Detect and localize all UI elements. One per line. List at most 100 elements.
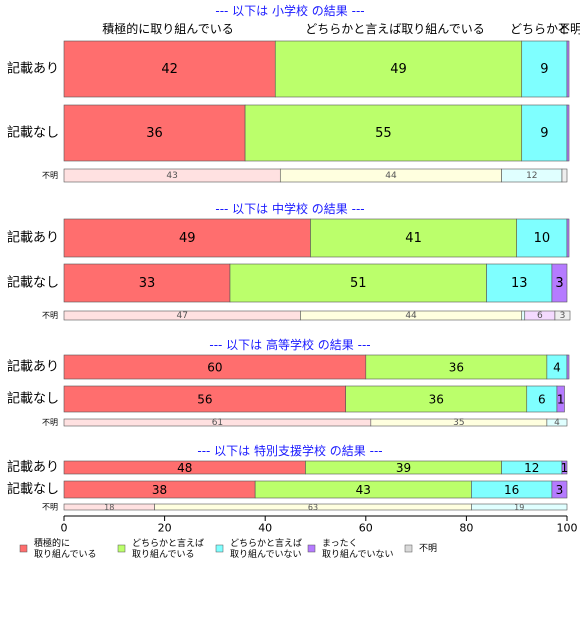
group-title: --- 以下は 小学校 の結果 --- <box>215 3 364 18</box>
bar-value-label: 1 <box>561 461 569 475</box>
row-label: 記載なし <box>7 275 59 291</box>
row-label: 記載あり <box>7 359 59 375</box>
bar-segment <box>486 263 553 303</box>
x-tick-label: 80 <box>459 522 473 535</box>
bar-value-label: 9 <box>540 62 548 77</box>
legend-swatch <box>19 544 28 553</box>
bar-segment <box>229 263 487 303</box>
bar-segment <box>551 480 568 499</box>
legend-label: 不明 <box>419 543 437 554</box>
legend-label: 取り組んでいない <box>322 548 394 560</box>
bar-value-label: 16 <box>504 483 519 497</box>
bar-value-label: 56 <box>197 393 212 407</box>
legend-swatch <box>307 544 316 553</box>
bar-value-label: 33 <box>139 276 156 291</box>
legend-swatch <box>404 544 413 553</box>
column-label: 不明 <box>558 22 580 36</box>
bar-value-label: 6 <box>537 311 543 321</box>
bar-segment <box>566 218 570 258</box>
unknown-bar-segment <box>554 310 571 321</box>
legend-label: どちらかと言えば <box>132 537 204 549</box>
bar-segment <box>551 263 568 303</box>
bar-value-label: 42 <box>161 62 178 77</box>
x-tick-label: 100 <box>557 522 578 535</box>
bar-value-label: 44 <box>405 311 417 321</box>
bar-segment <box>566 354 570 380</box>
bar-value-label: 12 <box>524 461 539 475</box>
bar-segment <box>63 354 367 380</box>
bar-value-label: 19 <box>514 503 524 512</box>
bar-value-label: 55 <box>375 126 392 141</box>
bar-value-label: 12 <box>526 171 537 181</box>
bar-value-label: 51 <box>350 276 367 291</box>
unknown-row-label: 不明 <box>42 171 58 180</box>
row-label: 記載あり <box>7 459 59 475</box>
row-label: 記載あり <box>7 61 59 77</box>
bar-value-label: 60 <box>207 361 222 375</box>
bar-segment <box>566 40 570 98</box>
bar-segment <box>274 40 523 98</box>
bar-value-label: 4 <box>554 418 560 428</box>
bar-segment <box>561 460 568 475</box>
bar-segment <box>63 263 231 303</box>
bar-segment <box>365 354 548 380</box>
group-title: --- 以下は 高等学校 の結果 --- <box>209 337 370 352</box>
unknown-bar-segment <box>561 168 568 183</box>
bar-value-label: 48 <box>177 461 192 475</box>
legend-label: どちらかと言えば <box>230 537 302 549</box>
column-label: どちらかと言えば取り組んでいる <box>305 22 484 36</box>
bar-value-label: 3 <box>556 483 564 497</box>
bar-value-label: 41 <box>405 231 422 246</box>
column-label: どちらかと <box>510 22 570 36</box>
legend-label: 積極的に <box>34 537 70 549</box>
bar-segment <box>310 218 517 258</box>
bar-value-label: 9 <box>540 126 548 141</box>
bar-value-label: 44 <box>385 171 397 181</box>
bar-segment <box>63 104 246 162</box>
unknown-bar-segment <box>471 503 568 511</box>
bar-segment <box>63 218 311 258</box>
unknown-bar-segment <box>546 418 568 427</box>
bar-value-label: 63 <box>308 503 318 512</box>
bar-value-label: 1 <box>557 393 565 407</box>
bar-value-label: 35 <box>453 418 464 428</box>
row-label: 記載あり <box>7 230 59 246</box>
bar-segment <box>556 385 565 413</box>
row-label: 記載なし <box>7 391 59 407</box>
column-label: 積極的に取り組んでいる <box>102 21 233 36</box>
bar-segment <box>566 104 570 162</box>
bar-value-label: 43 <box>166 171 177 181</box>
group-title: --- 以下は 特別支援学校 の結果 --- <box>197 443 382 458</box>
bar-value-label: 6 <box>538 393 546 407</box>
unknown-row-label: 不明 <box>42 418 58 427</box>
row-label: 記載なし <box>7 481 59 497</box>
bar-segment <box>244 104 523 162</box>
unknown-row-label: 不明 <box>42 503 58 512</box>
x-tick-label: 20 <box>158 522 172 535</box>
bar-segment <box>521 104 568 162</box>
x-tick-label: 0 <box>61 522 68 535</box>
legend-label: 取り組んでいない <box>230 548 302 560</box>
legend-label: まったく <box>322 538 358 549</box>
legend-label: 取り組んでいる <box>34 548 97 560</box>
group-title: --- 以下は 中学校 の結果 --- <box>215 201 364 216</box>
bar-value-label: 36 <box>449 361 464 375</box>
bar-value-label: 49 <box>390 62 407 77</box>
bar-value-label: 39 <box>396 461 411 475</box>
row-label: 記載なし <box>7 125 59 141</box>
bar-value-label: 38 <box>152 483 167 497</box>
bar-value-label: 3 <box>555 276 563 291</box>
bar-value-label: 36 <box>429 393 444 407</box>
legend-swatch <box>215 544 224 553</box>
bar-value-label: 36 <box>146 126 163 141</box>
bar-value-label: 10 <box>534 231 551 246</box>
unknown-bar-segment <box>521 310 526 321</box>
unknown-row-label: 不明 <box>42 311 58 320</box>
legend-label: 取り組んでいる <box>132 548 195 560</box>
bar-value-label: 49 <box>179 231 196 246</box>
bar-value-label: 18 <box>104 503 114 512</box>
bar-value-label: 43 <box>356 483 371 497</box>
x-tick-label: 40 <box>258 522 272 535</box>
x-tick-label: 60 <box>359 522 373 535</box>
